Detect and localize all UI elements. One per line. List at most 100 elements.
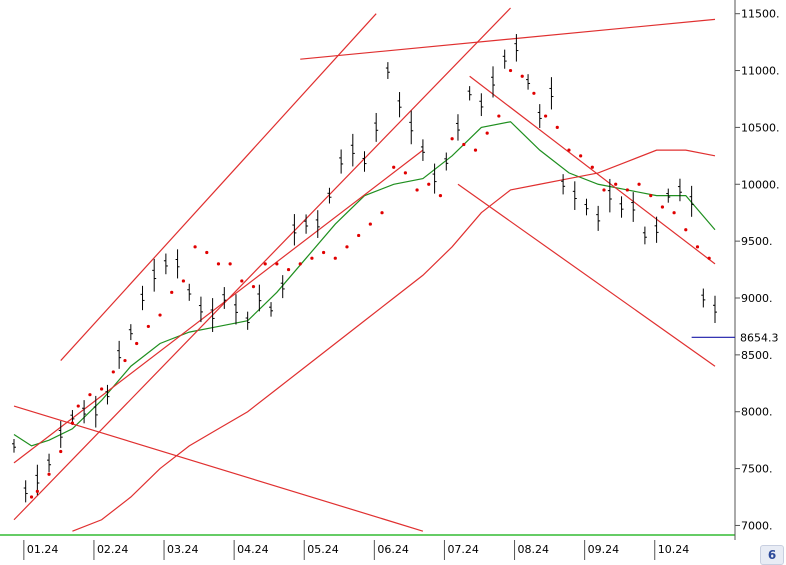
channel-line-2 [300,18,716,60]
sar-dot [286,267,291,272]
sar-dot [415,188,419,192]
moving-average-short-line [13,121,716,447]
price-bar [47,453,52,473]
price-bar [82,400,87,424]
sar-dot [520,74,524,78]
sar-dot [579,154,583,158]
sar-dot [59,449,63,454]
moving-average-long-line [72,149,716,532]
sar-dot [29,495,34,499]
sar-dot [240,279,244,283]
sar-dot [625,188,629,192]
sar-dot [392,165,396,169]
price-bar [292,214,297,246]
price-bar [280,275,285,299]
price-bar [350,133,355,167]
sar-dot [497,114,501,118]
parabolic-sar-dots [29,68,711,499]
y-tick-label: 8500. [741,349,773,362]
price-bar [654,216,659,243]
sar-dot [357,233,361,238]
price-bar [537,104,542,128]
sar-dot [228,262,232,266]
price-bar [409,110,414,145]
price-bar [677,178,682,202]
sar-dot [684,228,688,232]
y-tick-label: 10500. [741,121,780,134]
y-tick-label: 9500. [741,235,773,248]
sar-dot [403,171,407,175]
y-tick-label: 7500. [741,463,773,476]
channel-line-6 [13,405,424,532]
y-axis: 11500. 11000. 10500. 10000. 9500. 9000. 8500. 8… [734,0,780,540]
price-bar [701,288,706,308]
zoom-settings-icon[interactable]: 6 [760,545,784,565]
channel-line-0 [60,13,377,361]
x-tick-label: 05.24 [307,543,339,556]
price-bar [502,49,507,69]
y-tick-label: 11500. [741,8,780,21]
sar-dot [508,68,513,73]
price-bar [257,284,262,312]
price-bar [455,114,460,141]
sar-dot [275,262,279,266]
x-axis: 01.24 02.24 03.24 04.24 05.24 06.24 07.24 08.24… [23,540,689,560]
x-tick-label: 03.24 [167,543,199,556]
sar-dot [123,358,127,363]
price-bar [479,93,484,117]
sar-dot [450,137,454,141]
channel-line-3 [13,149,424,464]
sar-dot [333,256,337,260]
overlay-lines [0,7,735,536]
sar-dot [660,205,665,209]
sar-dot [310,256,314,260]
price-bar [642,226,647,245]
sar-dot [614,182,618,186]
price-bar [23,480,28,503]
x-tick-label: 06.24 [377,543,409,556]
sar-dot [322,250,326,255]
price-bar [561,174,566,195]
price-bar [619,196,624,218]
last-value-marker: 8654.3 [691,331,779,344]
price-bar [327,187,332,204]
sar-dot [170,290,174,294]
price-bar [12,439,16,453]
price-bar [362,151,367,172]
sar-dot [485,131,489,135]
price-bar [467,86,472,101]
price-bar [526,74,531,90]
price-bar [210,298,215,333]
price-bar [631,192,636,222]
sar-dot [590,165,594,169]
price-bar [175,249,180,279]
sar-dot [695,245,700,249]
price-bar [269,302,274,317]
sar-dot [637,182,641,186]
sar-dot [216,262,221,266]
price-bar [514,34,519,62]
sar-dot [555,125,559,130]
sar-dot [473,148,478,152]
sar-dot [76,404,80,408]
sar-dot [205,250,209,255]
price-bar [444,152,449,171]
sar-dot [380,211,384,215]
x-tick-label: 01.24 [27,543,59,556]
sar-dot [672,211,676,215]
y-tick-label: 7000. [741,519,773,532]
sar-dot [181,279,186,283]
x-tick-label: 09.24 [588,543,620,556]
price-bar [187,283,192,301]
price-bar [304,214,309,234]
price-bar [105,384,110,405]
sar-dot [47,472,51,476]
x-tick-label: 02.24 [97,543,129,556]
sar-dot [543,114,548,118]
last-value-label: 8654.3 [740,331,779,344]
sar-dot [438,194,443,198]
price-bar [233,294,238,325]
y-tick-label: 8000. [741,406,773,419]
price-bar [117,340,122,369]
